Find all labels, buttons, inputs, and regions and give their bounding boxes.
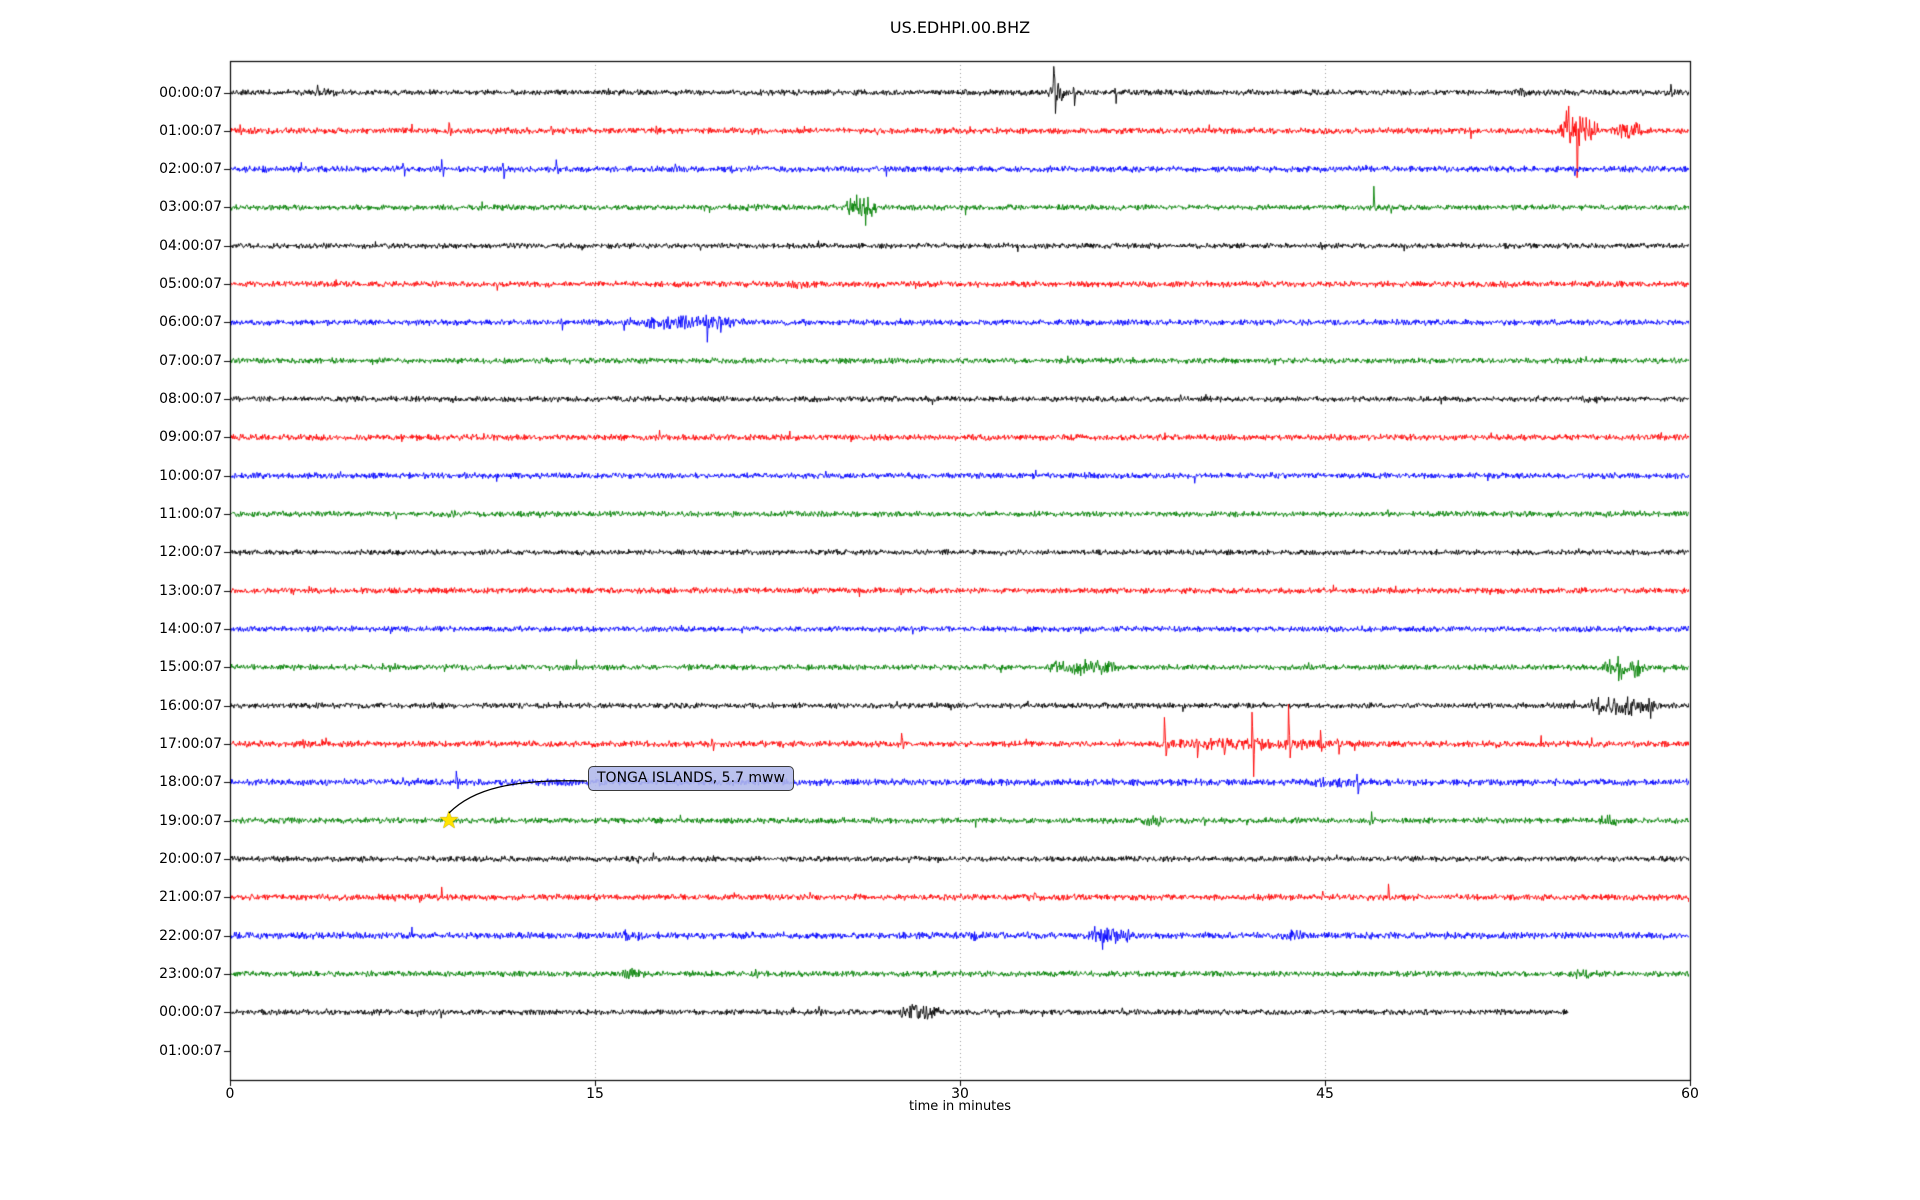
x-axis-tick-label: 15 (586, 1086, 604, 1102)
y-axis-label: 12:00:07 (159, 544, 222, 561)
y-axis-label: 04:00:07 (159, 237, 222, 254)
y-axis-label: 11:00:07 (159, 506, 222, 523)
y-axis-label: 03:00:07 (159, 199, 222, 216)
x-axis-tick-label: 45 (1316, 1086, 1334, 1102)
y-axis-label: 10:00:07 (159, 467, 222, 484)
y-axis-label: 07:00:07 (159, 352, 222, 369)
y-axis-label: 01:00:07 (159, 1042, 222, 1059)
y-axis-label: 17:00:07 (159, 735, 222, 752)
y-axis-label: 02:00:07 (159, 161, 222, 178)
y-axis-label: 19:00:07 (159, 812, 222, 829)
x-axis-label: time in minutes (908, 1099, 1012, 1114)
event-star-icon: ★ (438, 805, 460, 834)
y-axis-label: 16:00:07 (159, 697, 222, 714)
x-axis-tick-label: 30 (951, 1086, 969, 1102)
x-axis-tick-label: 0 (225, 1086, 235, 1102)
event-annotation: TONGA ISLANDS, 5.7 mww (588, 765, 794, 791)
y-axis-label: 00:00:07 (159, 84, 222, 101)
x-axis-tick-label: 60 (1681, 1086, 1699, 1102)
y-axis-label: 21:00:07 (159, 889, 222, 906)
y-axis-label: 00:00:07 (159, 1004, 222, 1021)
y-axis-label: 14:00:07 (159, 620, 222, 637)
annotation-arrow (448, 779, 588, 814)
y-axis-label: 18:00:07 (159, 774, 222, 791)
y-axis-label: 13:00:07 (159, 582, 222, 599)
y-axis-label: 05:00:07 (159, 276, 222, 293)
y-axis-label: 15:00:07 (159, 659, 222, 676)
y-axis-label: 20:00:07 (159, 850, 222, 867)
y-axis-label: 09:00:07 (159, 429, 222, 446)
y-axis-label: 22:00:07 (159, 927, 222, 944)
y-axis-label: 06:00:07 (159, 314, 222, 331)
y-axis-label: 08:00:07 (159, 391, 222, 408)
y-axis-label: 01:00:07 (159, 122, 222, 139)
y-axis-label: 23:00:07 (159, 965, 222, 982)
